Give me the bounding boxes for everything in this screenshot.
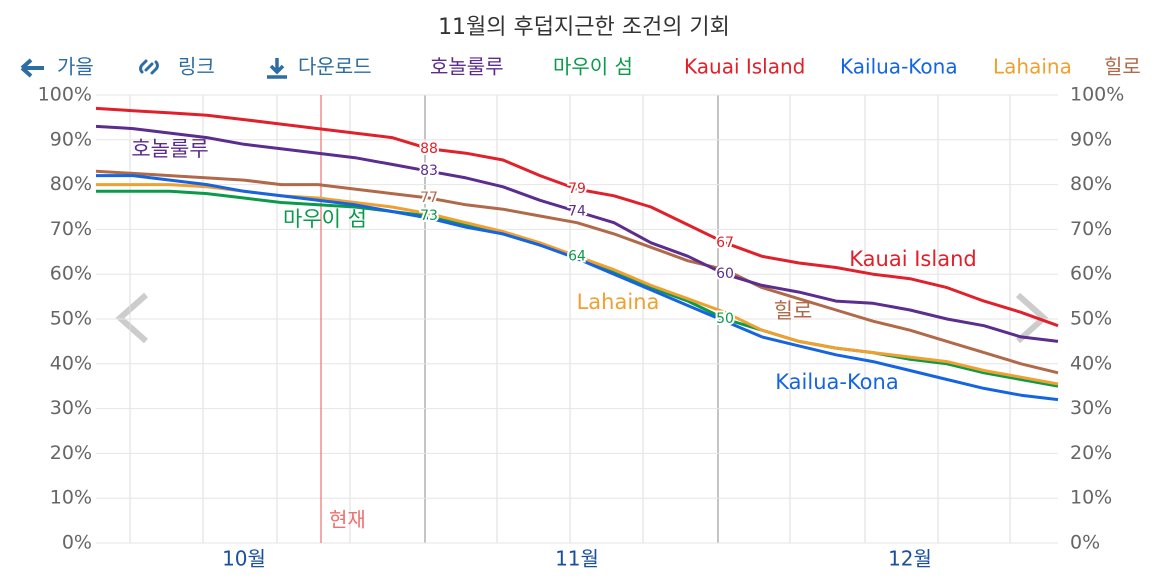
value-label: 50 (716, 311, 734, 327)
legend-entry[interactable]: 힐로 (1104, 55, 1141, 79)
series-line (95, 106, 1059, 328)
y-tick-label-right: 90% (1070, 128, 1112, 150)
nav-label: 다운로드 (298, 55, 372, 79)
link-icon (139, 59, 159, 75)
nav-label: 가을 (57, 55, 94, 79)
series-line (95, 124, 1059, 343)
series-label: Lahaina (577, 290, 660, 314)
value-label: 67 (716, 235, 734, 251)
legend-entry[interactable]: Lahaina (993, 55, 1072, 79)
y-tick-label-right: 70% (1070, 218, 1112, 240)
legend-entry[interactable]: Kailua-Kona (840, 55, 958, 79)
y-tick-label: 90% (50, 128, 92, 150)
value-label: 83 (420, 163, 438, 179)
download-nav[interactable]: 다운로드 (267, 55, 372, 79)
x-tick-label: 10월 (222, 547, 266, 571)
y-tick-label-right: 100% (1070, 84, 1124, 106)
y-tick-label: 40% (50, 352, 92, 374)
link-nav[interactable]: 링크 (139, 55, 215, 79)
value-label: 88 (420, 141, 438, 157)
y-tick-label-right: 20% (1070, 442, 1112, 464)
value-label: 73 (420, 208, 438, 224)
value-label: 64 (568, 248, 586, 264)
series-label: Kauai Island (849, 247, 976, 271)
y-tick-label: 60% (50, 263, 92, 285)
legend-entry[interactable]: 호놀룰루 (430, 55, 504, 79)
prev-arrow[interactable] (115, 292, 148, 344)
now-label: 현재 (329, 508, 366, 532)
y-tick-label-right: 10% (1070, 487, 1112, 509)
series-label: 호놀룰루 (131, 137, 208, 161)
y-tick-label-right: 30% (1070, 397, 1112, 419)
next-arrow[interactable] (1016, 292, 1049, 344)
y-tick-label: 30% (50, 397, 92, 419)
y-tick-label-right: 50% (1070, 308, 1112, 330)
y-tick-label-right: 40% (1070, 352, 1112, 374)
y-tick-label-right: 80% (1070, 173, 1112, 195)
y-tick-label: 80% (50, 173, 92, 195)
x-tick-label: 12월 (888, 547, 932, 571)
legend-entry[interactable]: Kauai Island (684, 55, 805, 79)
y-tick-label: 0% (62, 532, 92, 554)
series-label: 마우이 섬 (283, 207, 367, 231)
y-tick-label: 70% (50, 218, 92, 240)
back-nav[interactable]: 가을 (20, 55, 94, 79)
value-label: 60 (716, 266, 734, 282)
value-label: 74 (568, 203, 586, 219)
value-label: 79 (568, 181, 586, 197)
x-tick-label: 11월 (555, 547, 599, 571)
y-tick-label-right: 0% (1070, 532, 1100, 554)
y-tick-label: 50% (50, 308, 92, 330)
series-label: 힐로 (774, 299, 813, 323)
value-label: 77 (420, 190, 438, 206)
y-tick-label: 20% (50, 442, 92, 464)
y-tick-label: 10% (50, 487, 92, 509)
y-tick-label-right: 60% (1070, 263, 1112, 285)
series-line (96, 174, 1059, 402)
back-icon (20, 58, 44, 78)
y-tick-label: 100% (38, 84, 92, 106)
series-line (95, 169, 1059, 375)
download-icon (267, 58, 287, 79)
nav-label: 링크 (178, 55, 215, 79)
legend-entry[interactable]: 마우이 섬 (553, 55, 633, 79)
series-label: Kailua-Kona (775, 370, 898, 394)
chart-title: 11월의 후덥지근한 조건의 기회 (438, 15, 730, 40)
